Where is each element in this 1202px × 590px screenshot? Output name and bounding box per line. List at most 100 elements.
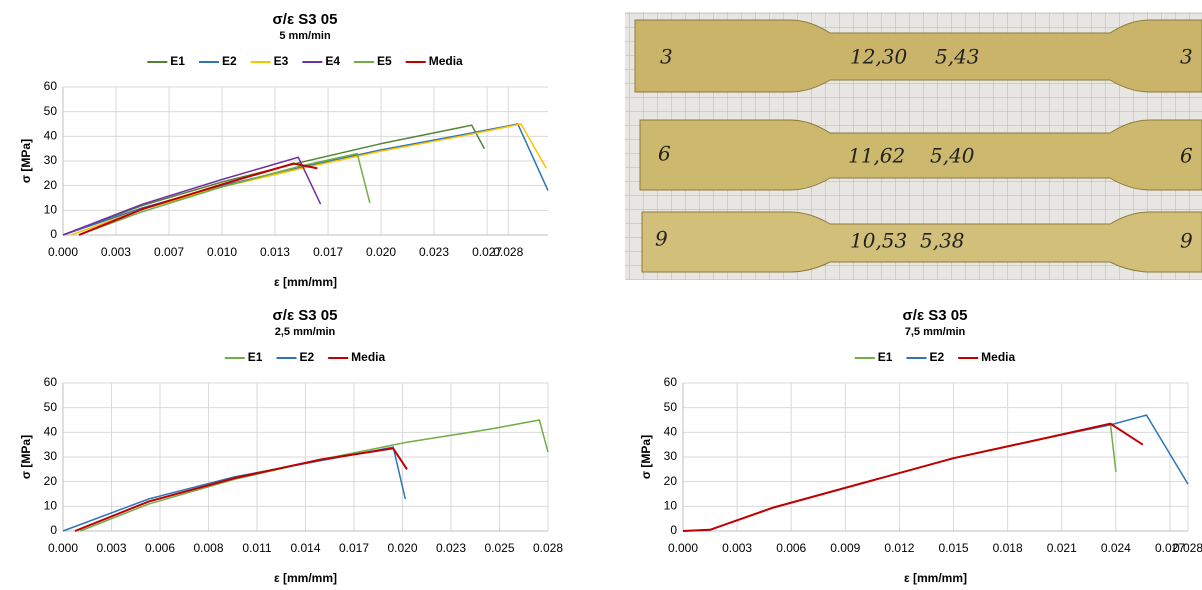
legend-label: E2 [929, 350, 944, 364]
x-axis-label: ε [mm/mm] [904, 571, 967, 585]
x-tick-label: 0.010 [207, 245, 237, 259]
legend-label: E1 [170, 54, 185, 68]
y-tick-label: 10 [44, 499, 58, 513]
series-line [62, 123, 549, 236]
x-tick-label: 0.003 [722, 541, 752, 555]
x-tick-label: 0.023 [419, 245, 449, 259]
photo-label: 6 [658, 142, 671, 166]
x-tick-label: 0.020 [387, 541, 417, 555]
x-axis-label: ε [mm/mm] [274, 571, 337, 585]
x-tick-label: 0.025 [484, 541, 514, 555]
x-tick-label: 0.018 [993, 541, 1023, 555]
x-tick-label: 0.015 [939, 541, 969, 555]
photo-label: 3 [660, 45, 673, 69]
photo-label: 5,40 [930, 144, 975, 168]
photo-label: 11,62 [848, 144, 905, 168]
series-line [74, 447, 408, 532]
legend: E1 E2 Media [224, 350, 386, 364]
x-tick-label: 0.008 [193, 541, 223, 555]
x-tick-label: 0.000 [48, 245, 78, 259]
x-tick-label: 0.003 [96, 541, 126, 555]
x-tick-label: 0.000 [48, 541, 78, 555]
specimen [639, 119, 1202, 191]
chart-title: σ/ε S3 05 [903, 307, 968, 324]
x-tick-label: 0.021 [1047, 541, 1077, 555]
photo-label: 3 [1180, 45, 1193, 69]
y-tick-label: 50 [664, 400, 678, 414]
x-tick-label: 0.006 [776, 541, 806, 555]
x-tick-label: 0.023 [436, 541, 466, 555]
y-tick-label: 60 [664, 375, 678, 389]
photo-label: 9 [655, 227, 668, 251]
y-tick-label: 30 [44, 153, 58, 167]
x-tick-label: 0.020 [366, 245, 396, 259]
chart-subtitle: 7,5 mm/min [905, 326, 966, 338]
series-line [62, 124, 486, 236]
legend-label: E2 [299, 350, 314, 364]
y-tick-label: 0 [50, 227, 57, 241]
y-tick-label: 50 [44, 400, 58, 414]
x-tick-label: 0.017 [339, 541, 369, 555]
specimen [634, 19, 1202, 93]
series-line [682, 422, 1144, 532]
y-tick-label: 60 [44, 79, 58, 93]
x-tick-label: 0.028 [1173, 541, 1202, 555]
chart: σ/ε S3 05 2,5 mm/min 0 10 20 30 40 50 60 0.000 0.0… [19, 307, 563, 585]
x-tick-label: 0.024 [1101, 541, 1131, 555]
chart: σ/ε S3 05 5 mm/min 0 10 20 30 40 50 60 0.000 0.003… [19, 11, 549, 289]
y-tick-label: 10 [44, 203, 58, 217]
x-tick-label: 0.013 [260, 245, 290, 259]
photo-label: 12,30 [850, 45, 908, 69]
series-line [78, 162, 318, 236]
photo-label: 5,43 [935, 45, 980, 69]
x-tick-label: 0.027 [472, 245, 502, 259]
legend-label: E1 [878, 350, 893, 364]
photo-label: 5,38 [920, 229, 965, 253]
legend-label: E5 [377, 54, 392, 68]
chart-subtitle: 2,5 mm/min [275, 326, 336, 338]
photo-label: 9 [1180, 229, 1193, 253]
photo-label: 6 [1180, 144, 1193, 168]
y-tick-label: 20 [44, 474, 58, 488]
photo-label: 10,53 [850, 229, 907, 253]
y-tick-label: 20 [664, 474, 678, 488]
y-tick-label: 50 [44, 104, 58, 118]
x-tick-label: 0.009 [830, 541, 860, 555]
legend-label: E2 [222, 54, 237, 68]
y-axis-label: σ [MPa] [19, 435, 33, 479]
x-tick-label: 0.028 [533, 541, 563, 555]
x-tick-label: 0.011 [242, 541, 271, 555]
y-tick-label: 60 [44, 375, 58, 389]
series-line [79, 419, 549, 532]
chart: σ/ε S3 05 7,5 mm/min 0 10 20 30 40 50 60 0.000 0.0… [639, 307, 1202, 585]
legend: E1 E2 Media [854, 350, 1016, 364]
legend-label: E3 [274, 54, 289, 68]
y-tick-label: 20 [44, 178, 58, 192]
y-tick-label: 0 [670, 523, 677, 537]
y-tick-label: 40 [44, 425, 58, 439]
chart-title: σ/ε S3 05 [273, 307, 338, 324]
x-tick-label: 0.027 [1155, 541, 1185, 555]
chart-title: σ/ε S3 05 [273, 11, 338, 28]
legend-label: E4 [325, 54, 340, 68]
legend-label: Media [351, 350, 385, 364]
series-line [78, 152, 371, 236]
legend-label: Media [981, 350, 1015, 364]
specimen-photo: 3 12,30 5,43 3 6 11,62 5,40 6 9 10,53 5,… [625, 12, 1202, 280]
y-tick-label: 0 [50, 523, 57, 537]
y-tick-label: 30 [664, 449, 678, 463]
x-tick-label: 0.007 [154, 245, 184, 259]
x-axis-label: ε [mm/mm] [274, 275, 337, 289]
legend-label: Media [429, 54, 463, 68]
x-tick-label: 0.014 [290, 541, 320, 555]
y-axis-label: σ [MPa] [19, 139, 33, 183]
x-tick-label: 0.006 [145, 541, 175, 555]
legend-label: E1 [248, 350, 263, 364]
y-tick-label: 30 [44, 449, 58, 463]
x-tick-label: 0.017 [313, 245, 343, 259]
y-axis-label: σ [MPa] [639, 435, 653, 479]
x-tick-label: 0.000 [668, 541, 698, 555]
x-tick-label: 0.003 [101, 245, 131, 259]
y-tick-label: 40 [664, 425, 678, 439]
